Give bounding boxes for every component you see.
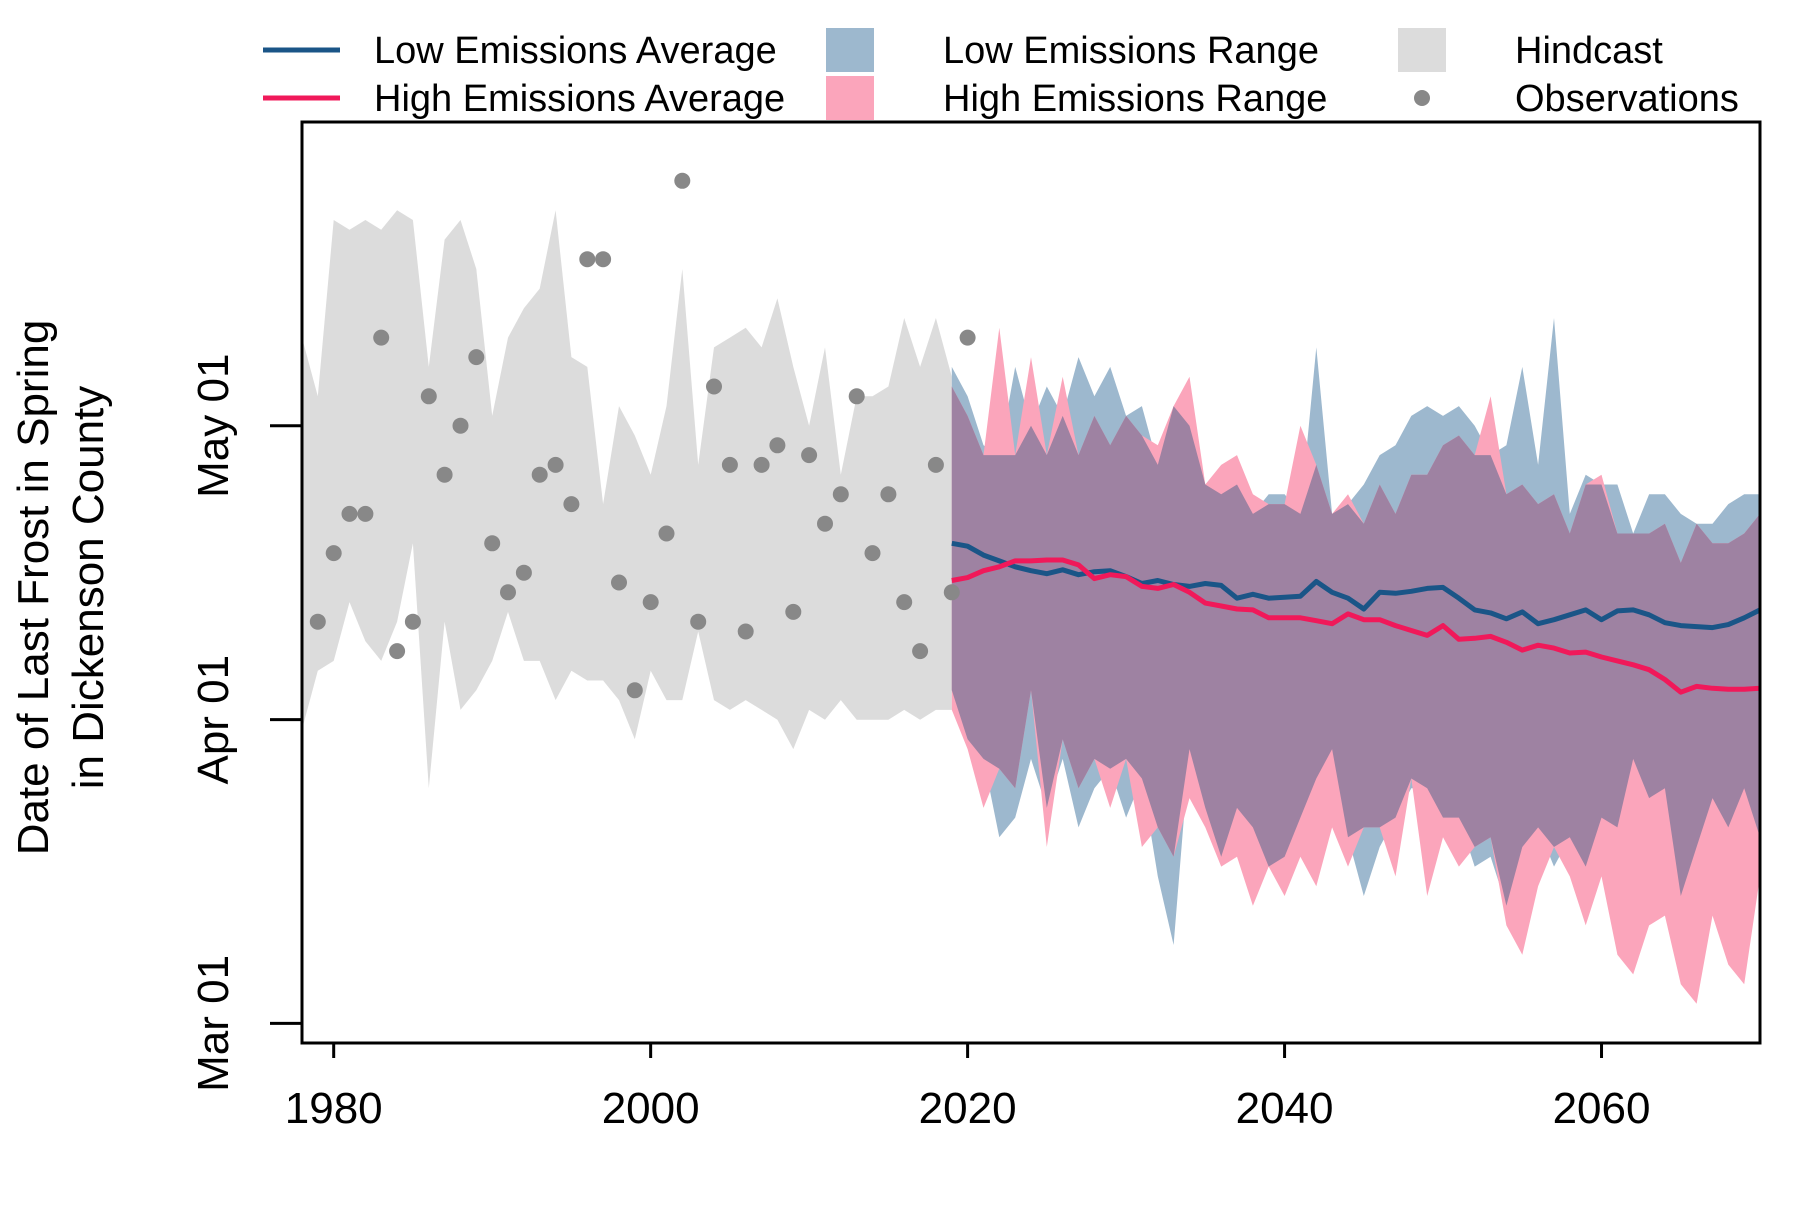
plot-frame <box>300 120 1762 1045</box>
observation-point <box>468 349 485 366</box>
observation-point <box>515 564 532 581</box>
x-tick-label: 2060 <box>1553 1084 1651 1133</box>
observation-point <box>436 466 453 483</box>
observation-point <box>500 584 516 601</box>
legend-item-low_range: Low Emissions Range <box>826 28 1319 72</box>
y-axis-title-line: Date of Last Frost in Spring <box>9 320 58 856</box>
observation-point <box>452 417 469 434</box>
axes: 1980 2000 2020 2040 2060 Mar 01 Apr 01 May 01 <box>189 120 1762 1133</box>
x-tick-label: 2000 <box>602 1084 700 1133</box>
observation-point <box>325 545 342 562</box>
observation-point <box>579 251 596 268</box>
observation-point <box>563 496 580 513</box>
observation-point <box>864 545 881 562</box>
legend-label: Low Emissions Range <box>943 30 1319 72</box>
legend-label: High Emissions Range <box>943 78 1327 120</box>
y-tick-label: May 01 <box>189 354 238 498</box>
y-tick-label: Apr 01 <box>189 655 238 785</box>
observation-point <box>531 466 548 483</box>
observation-point <box>801 447 818 464</box>
legend-swatch-box <box>826 28 874 72</box>
observation-point <box>706 378 722 395</box>
plot-area <box>302 172 1760 1004</box>
observation-point <box>848 388 865 405</box>
observation-point <box>357 505 374 522</box>
observation-point <box>484 535 501 552</box>
observation-point <box>943 584 960 601</box>
observation-point <box>817 515 833 532</box>
legend-item-obs: Observations <box>1414 78 1739 120</box>
legend-swatch-point <box>1414 90 1430 106</box>
legend-swatch-box <box>1398 28 1446 72</box>
observation-point <box>674 172 691 189</box>
legend-item-high_range: High Emissions Range <box>826 76 1327 120</box>
y-tick-label: Mar 01 <box>189 955 238 1092</box>
observation-point <box>896 594 913 611</box>
x-tick-label: 2020 <box>919 1084 1017 1133</box>
y-axis-title-line: in Dickenson County <box>64 386 113 790</box>
legend-item-hindcast: Hindcast <box>1398 28 1663 72</box>
legend-swatch-box <box>826 76 874 120</box>
observation-point <box>547 456 564 473</box>
observation-point <box>658 525 675 542</box>
observation-point <box>927 456 944 473</box>
legend-label: High Emissions Average <box>374 78 785 120</box>
hindcast-band <box>302 210 952 789</box>
x-tick-label: 1980 <box>285 1084 383 1133</box>
observation-point <box>389 643 406 660</box>
observation-point <box>611 574 627 591</box>
observation-point <box>595 251 612 268</box>
observation-point <box>959 329 976 346</box>
legend-label: Low Emissions Average <box>374 30 777 72</box>
observation-point <box>721 456 738 473</box>
emissions-range-overlap-band <box>951 386 1760 906</box>
observation-point <box>753 456 770 473</box>
legend: Low Emissions Average High Emissions Aver… <box>263 28 1739 120</box>
observation-point <box>737 623 754 640</box>
legend-item-low_avg: Low Emissions Average <box>263 30 777 72</box>
x-tick-label: 2040 <box>1236 1084 1334 1133</box>
observation-point <box>420 388 437 405</box>
observation-point <box>832 486 849 503</box>
observation-point <box>642 594 659 611</box>
high-emissions-average-line <box>951 557 1760 695</box>
observation-point <box>912 643 929 660</box>
observation-point <box>769 437 786 454</box>
observation-point <box>341 505 358 522</box>
observation-point <box>785 603 802 620</box>
legend-item-high_avg: High Emissions Average <box>263 78 785 120</box>
observation-point <box>690 613 707 630</box>
legend-label: Observations <box>1515 78 1739 120</box>
observation-point <box>880 486 897 503</box>
legend-label: Hindcast <box>1515 30 1663 72</box>
observation-point <box>373 329 390 346</box>
observation-point <box>626 682 643 699</box>
y-axis-title: Date of Last Frost in Spring in Dickenson… <box>9 320 113 856</box>
observation-point <box>309 613 326 630</box>
observation-point <box>404 613 421 630</box>
